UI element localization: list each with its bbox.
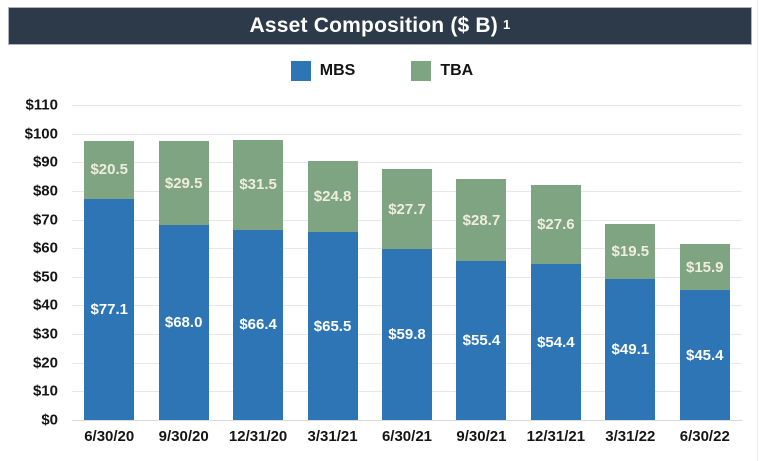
x-tick-label: 3/31/21	[307, 428, 358, 445]
bar-value-label: $29.5	[164, 174, 203, 192]
bar-value-label: $66.4	[239, 316, 277, 334]
bar-value-label: $55.4	[462, 332, 501, 350]
bar-segment-tba: $27.6	[530, 185, 581, 265]
grid-line	[72, 105, 742, 106]
chart-title: Asset Composition ($ B)	[249, 14, 498, 37]
bar-segment-mbs: $45.4	[679, 290, 730, 420]
y-tick-label: $40	[32, 296, 58, 314]
grid-line	[72, 162, 742, 163]
bar-segment-mbs: $68.0	[158, 225, 209, 420]
y-tick-label: $30	[32, 325, 58, 343]
bar-value-label: $28.7	[462, 211, 501, 229]
y-tick-label: $0	[41, 411, 58, 429]
bar-segment-mbs: $49.1	[605, 279, 656, 420]
bar-value-label: $20.5	[90, 161, 128, 179]
bar-value-label: $27.7	[388, 200, 426, 218]
bar-value-label: $54.4	[537, 333, 575, 351]
bar: $77.1 $20.5	[84, 140, 135, 420]
bar-value-label: $68.0	[164, 314, 203, 332]
x-tick-label: 12/31/20	[228, 428, 288, 445]
x-tick-label: 9/30/21	[456, 428, 507, 445]
bar-segment-mbs: $54.4	[530, 264, 581, 420]
bar-segment-mbs: $65.5	[307, 232, 358, 420]
bar: $54.4 $27.6	[530, 185, 581, 420]
title-bar: Asset Composition ($ B) 1	[8, 7, 752, 45]
y-tick-label: $100	[24, 125, 58, 143]
bar: $59.8 $27.7	[382, 169, 432, 420]
bar: $66.4 $31.5	[233, 139, 284, 420]
bar: $45.4 $15.9	[679, 244, 730, 420]
y-tick-label: $80	[32, 182, 58, 200]
bar-segment-mbs: $59.8	[382, 248, 432, 420]
plot-area: $77.1 $20.5 $68.0 $29.5 $66.4 $31.5 $65.5 $24.8…	[72, 105, 742, 421]
legend: MBS TBA	[0, 61, 764, 81]
y-tick-label: $60	[32, 239, 58, 257]
x-axis: 6/30/20 9/30/20 12/31/20 3/31/21 6/30/21 9/30…	[72, 428, 742, 450]
grid-line	[72, 134, 742, 135]
bar-value-label: $59.8	[388, 325, 426, 343]
bar: $55.4 $28.7	[456, 179, 507, 420]
bar-value-label: $31.5	[239, 176, 277, 194]
bar-segment-tba: $31.5	[233, 139, 284, 230]
y-tick-label: $20	[32, 354, 58, 372]
bar-value-label: $27.6	[537, 216, 575, 234]
bar-segment-mbs: $66.4	[233, 229, 284, 420]
x-tick-label: 3/31/22	[605, 428, 656, 445]
x-tick-label: 6/30/20	[84, 428, 135, 445]
bar-segment-tba: $29.5	[158, 140, 209, 226]
legend-swatch	[411, 61, 432, 81]
legend-item-tba: TBA	[411, 61, 473, 81]
bar: $49.1 $19.5	[605, 223, 656, 420]
bar: $65.5 $24.8	[307, 161, 358, 420]
bar-value-label: $77.1	[90, 301, 128, 319]
title-footnote-marker: 1	[503, 16, 511, 32]
bar-value-label: $24.8	[313, 188, 352, 206]
bar-segment-mbs: $77.1	[84, 199, 135, 420]
bar-segment-tba: $24.8	[307, 161, 358, 233]
legend-label: MBS	[319, 62, 356, 79]
bar: $68.0 $29.5	[158, 140, 209, 420]
legend-swatch	[290, 61, 311, 81]
bar-segment-mbs: $55.4	[456, 261, 507, 420]
y-tick-label: $10	[32, 382, 58, 400]
bar-segment-tba: $15.9	[679, 244, 730, 290]
x-tick-label: 6/30/22	[679, 428, 730, 445]
legend-label: TBA	[440, 62, 474, 79]
bar-value-label: $65.5	[313, 317, 352, 335]
legend-item-mbs: MBS	[290, 61, 356, 81]
bar-segment-tba: $19.5	[605, 223, 656, 280]
bar-segment-tba: $20.5	[84, 140, 135, 200]
y-tick-label: $110	[25, 96, 58, 114]
bar-value-label: $19.5	[611, 242, 650, 260]
x-tick-label: 6/30/21	[381, 428, 432, 445]
bar-value-label: $45.4	[685, 346, 724, 364]
y-tick-label: $50	[32, 268, 58, 286]
y-tick-label: $70	[32, 211, 58, 229]
bar-value-label: $49.1	[611, 341, 650, 359]
page-edge-line	[757, 0, 758, 461]
y-axis: $0 $10 $20 $30 $40 $50 $60 $70 $80 $90 $100 $110	[0, 97, 62, 429]
bar-segment-tba: $28.7	[456, 179, 507, 262]
x-tick-label: 12/31/21	[526, 428, 586, 445]
bar-value-label: $15.9	[685, 258, 724, 276]
bar-segment-tba: $27.7	[382, 169, 432, 249]
x-tick-label: 9/30/20	[158, 428, 209, 445]
y-tick-label: $90	[32, 153, 58, 171]
